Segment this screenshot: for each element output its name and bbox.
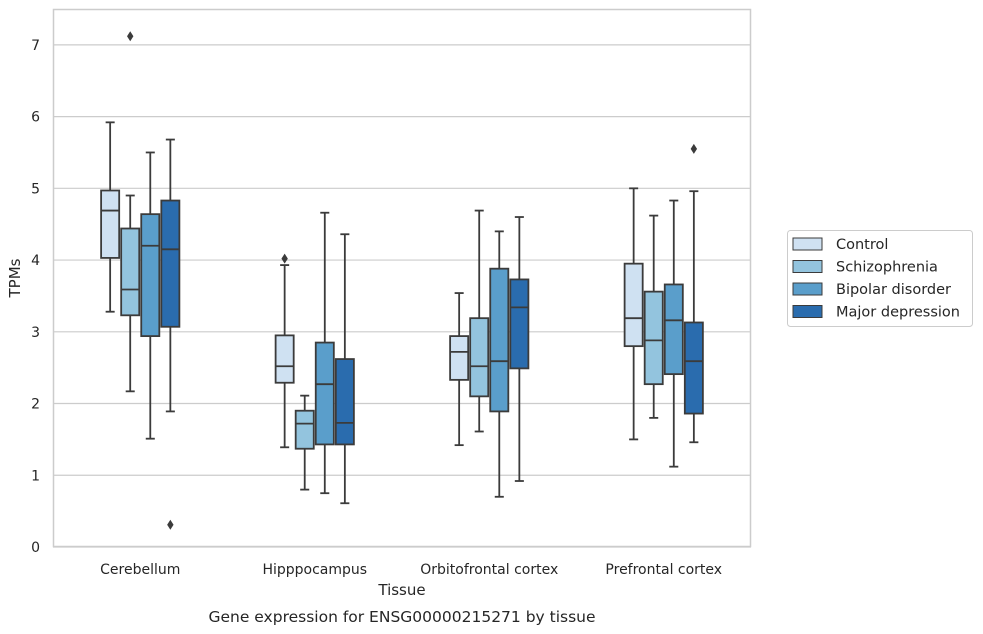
box-schizophrenia bbox=[469, 209, 490, 433]
outlier-point bbox=[167, 519, 174, 530]
box-iqr bbox=[683, 321, 704, 415]
y-tick-label: 2 bbox=[31, 397, 40, 413]
y-axis-label: TPMs bbox=[6, 258, 24, 298]
box-iqr bbox=[294, 409, 315, 450]
box-bipolar-disorder bbox=[489, 230, 510, 498]
box-major-depression bbox=[683, 143, 704, 444]
legend-swatch bbox=[792, 305, 823, 318]
box-schizophrenia bbox=[120, 31, 141, 393]
box-control bbox=[449, 292, 470, 447]
y-tick-label: 7 bbox=[31, 38, 40, 54]
y-tick-label: 5 bbox=[31, 181, 40, 197]
x-axis-label: Tissue bbox=[377, 581, 425, 599]
box-major-depression bbox=[509, 216, 530, 482]
box-iqr bbox=[489, 267, 510, 413]
x-tick-label: Cerebellum bbox=[100, 562, 180, 578]
plot-area-frame bbox=[52, 8, 752, 548]
legend: Control Schizophrenia Bipolar disorder Majo… bbox=[787, 230, 973, 327]
legend-item: Control bbox=[792, 237, 888, 253]
y-tick-label: 3 bbox=[31, 325, 40, 341]
box-control bbox=[623, 187, 644, 441]
box-schizophrenia bbox=[643, 214, 664, 419]
box-iqr bbox=[274, 334, 295, 384]
legend-swatch bbox=[792, 282, 823, 296]
outlier-point bbox=[127, 31, 134, 42]
box-bipolar-disorder bbox=[314, 211, 335, 495]
box-iqr bbox=[663, 283, 684, 376]
box-iqr bbox=[160, 199, 181, 328]
x-tick-labels: Cerebellum Hipppocampus Orbitofrontal cort… bbox=[100, 562, 722, 578]
box-major-depression bbox=[160, 138, 181, 530]
box-bipolar-disorder bbox=[663, 199, 684, 468]
box-schizophrenia bbox=[294, 394, 315, 491]
y-tick-label: 6 bbox=[31, 110, 40, 126]
outlier-point bbox=[690, 143, 698, 154]
legend-item: Schizophrenia bbox=[792, 260, 938, 276]
boxes-layer bbox=[100, 31, 704, 530]
y-tick-label: 1 bbox=[31, 468, 40, 484]
y-tick-label: 0 bbox=[31, 540, 40, 556]
box-iqr bbox=[100, 189, 121, 259]
outlier-point bbox=[281, 253, 288, 264]
box-iqr bbox=[314, 341, 335, 446]
x-tick-label: Prefrontal cortex bbox=[605, 562, 722, 578]
legend-item: Major depression bbox=[792, 305, 960, 321]
box-control bbox=[274, 253, 295, 449]
legend-label: Bipolar disorder bbox=[836, 282, 951, 298]
box-iqr bbox=[469, 317, 490, 398]
box-iqr bbox=[509, 278, 530, 370]
legend-frame bbox=[787, 230, 973, 327]
box-control bbox=[100, 121, 121, 313]
legend-item: Bipolar disorder bbox=[792, 282, 951, 298]
y-tick-label: 4 bbox=[31, 253, 40, 269]
box-major-depression bbox=[334, 233, 355, 505]
x-tick-label: Hipppocampus bbox=[262, 562, 367, 578]
legend-label: Control bbox=[836, 237, 888, 253]
box-iqr bbox=[623, 262, 644, 348]
legend-label: Major depression bbox=[836, 305, 960, 321]
y-tick-labels: 0 1 2 3 4 5 6 7 bbox=[31, 38, 40, 556]
box-iqr bbox=[334, 358, 355, 446]
chart-caption: Gene expression for ENSG00000215271 by t… bbox=[208, 608, 595, 626]
x-tick-label: Orbitofrontal cortex bbox=[420, 562, 558, 578]
box-iqr bbox=[643, 290, 664, 386]
legend-swatch bbox=[792, 237, 823, 251]
legend-label: Schizophrenia bbox=[836, 260, 938, 276]
box-bipolar-disorder bbox=[140, 151, 161, 440]
box-iqr bbox=[120, 227, 141, 317]
legend-swatch bbox=[792, 260, 823, 273]
box-iqr bbox=[140, 213, 161, 338]
box-iqr bbox=[449, 335, 470, 381]
